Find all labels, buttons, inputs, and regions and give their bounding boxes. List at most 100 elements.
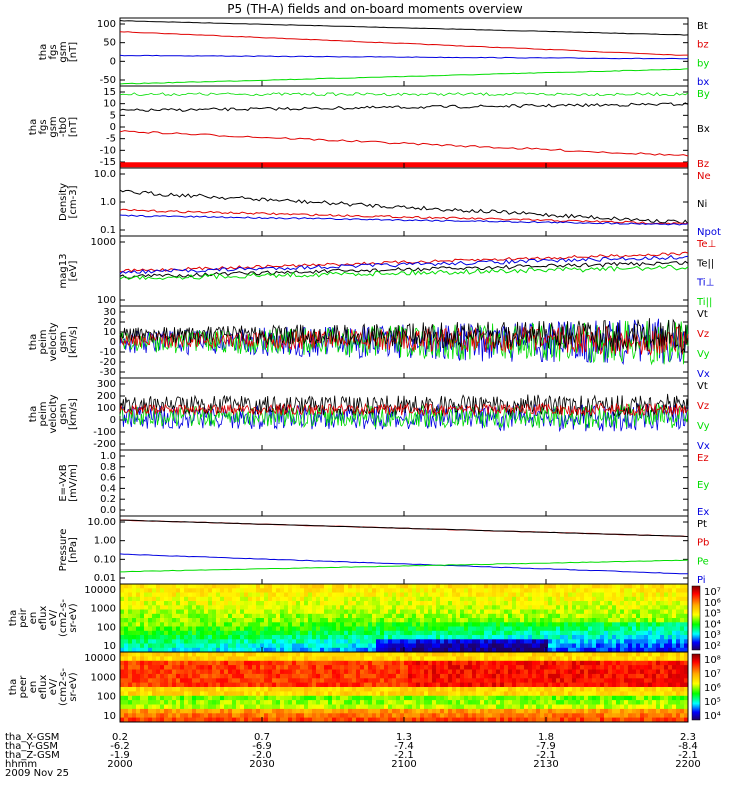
spectro-cell [552,601,557,606]
spectro-cell [428,596,433,602]
spectro-cell [440,588,445,594]
spectro-cell [536,665,541,670]
spectro-cell [388,700,393,705]
spectro-cell [344,592,349,598]
spectro-cell [532,605,537,611]
spectro-cell [440,678,445,684]
spectro-cell [672,609,677,615]
spectro-cell [244,656,249,662]
spectro-cell [596,652,601,657]
spectro-cell [604,660,609,666]
spectro-cell [268,660,273,666]
spectro-cell [388,691,393,697]
spectro-cell [340,673,345,679]
spectro-cell [668,609,673,615]
spectro-cell [404,630,409,636]
spectro-cell [464,700,469,705]
spectro-cell [224,665,229,670]
spectro-cell [516,713,521,719]
spectro-cell [344,695,349,701]
spectro-cell [516,647,521,653]
spectro-cell [524,643,529,649]
spectro-cell [168,691,173,697]
spectro-cell [160,647,165,653]
spectro-cell [576,605,581,611]
spectro-cell [396,660,401,666]
spectro-cell [252,592,257,598]
spectro-cell [136,678,141,684]
spectro-cell [436,665,441,670]
spectro-cell [148,609,153,615]
spectro-cell [680,618,685,623]
spectro-cell [580,700,585,705]
spectro-cell [576,622,581,628]
spectro-cell [396,669,401,675]
spectro-cell [324,652,329,657]
spectro-cell [684,647,689,653]
spectro-cell [352,691,357,697]
spectro-cell [632,704,637,710]
spectro-cell [684,717,689,723]
spectro-cell [336,691,341,697]
spectro-cell [300,622,305,628]
spectro-cell [328,665,333,670]
spectro-cell [272,673,277,679]
spectro-cell [412,596,417,602]
spectro-cell [572,626,577,632]
spectro-cell [368,652,373,657]
spectro-cell [148,635,153,640]
spectro-cell [640,669,645,675]
legend-Pe: Pe [697,556,709,567]
spectro-cell [344,708,349,714]
spectro-cell [384,695,389,701]
spectro-cell [304,635,309,640]
spectro-cell [348,639,353,645]
spectro-cell [588,592,593,598]
spectro-cell [528,601,533,606]
spectro-cell [372,673,377,679]
spectro-cell [440,635,445,640]
spectro-cell [452,618,457,623]
spectro-cell [468,635,473,640]
spectro-cell [316,643,321,649]
spectro-cell [364,660,369,666]
spectro-cell [360,700,365,705]
spectro-cell [572,635,577,640]
spectro-cell [272,643,277,649]
spectro-cell [128,652,133,657]
spectro-cell [644,635,649,640]
spectro-cell [176,700,181,705]
spectro-cell [388,687,393,692]
spectro-cell [160,704,165,710]
spectro-cell [540,647,545,653]
spectro-cell [412,588,417,594]
spectro-cell [540,635,545,640]
spectro-cell [296,652,301,657]
spectro-cell [536,622,541,628]
spectro-cell [376,643,381,649]
spectro-cell [388,626,393,632]
spectro-cell [636,708,641,714]
spectro-cell [568,665,573,670]
spectro-cell [128,592,133,598]
spectro-cell [168,643,173,649]
spectro-cell [480,635,485,640]
series-line [119,254,689,275]
spectro-cell [252,660,257,666]
spectro-cell [588,717,593,723]
spectro-cell [312,588,317,594]
spectro-cell [456,713,461,719]
spectro-cell [444,691,449,697]
spectro-cell [680,665,685,670]
spectro-cell [196,717,201,723]
spectro-cell [204,687,209,692]
spectro-cell [184,687,189,692]
spectro-cell [676,609,681,615]
spectro-cell [684,708,689,714]
spectro-cell [236,613,241,619]
spectro-cell [188,669,193,675]
spectro-cell [140,613,145,619]
spectro-cell [168,669,173,675]
spectro-cell [640,660,645,666]
spectro-cell [300,695,305,701]
